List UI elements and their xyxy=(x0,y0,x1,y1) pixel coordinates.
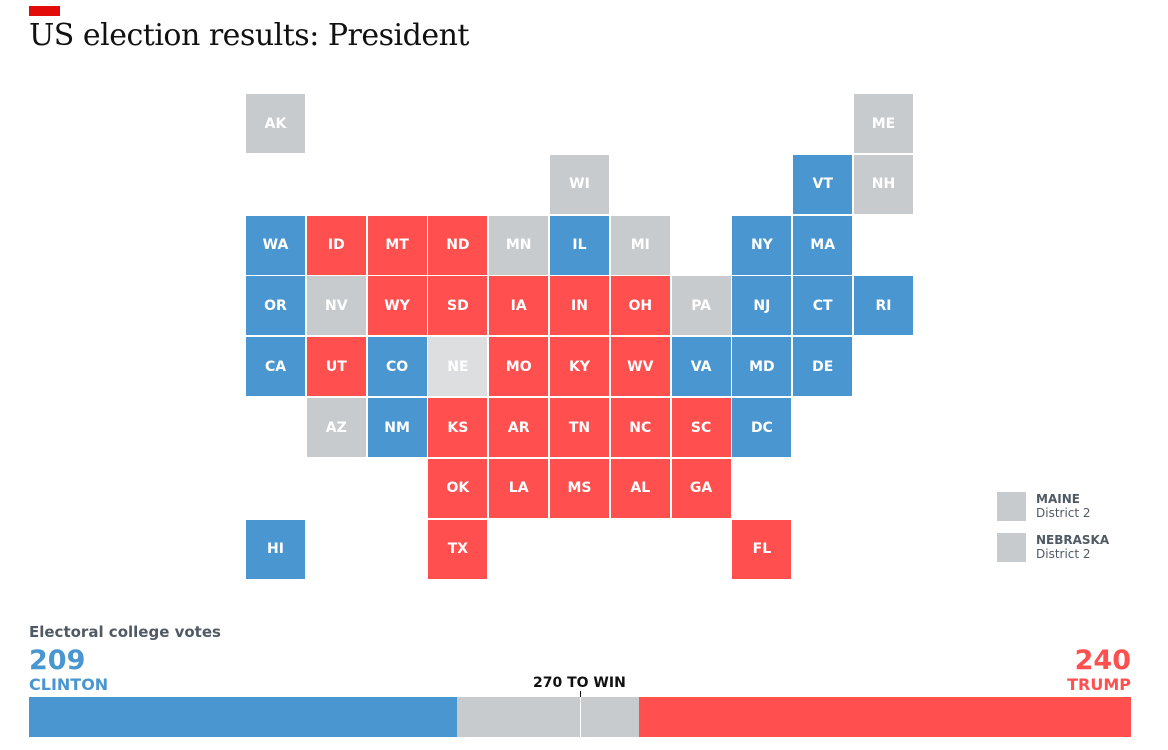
state-tile-ak[interactable]: AK xyxy=(246,94,305,153)
win-threshold-tick xyxy=(580,691,581,697)
trump-votes: 240 xyxy=(1074,645,1131,676)
state-tile-ms[interactable]: MS xyxy=(550,458,609,518)
state-tile-sc[interactable]: SC xyxy=(671,398,731,457)
state-tile-nd[interactable]: ND xyxy=(428,215,488,275)
state-tile-in[interactable]: IN xyxy=(550,276,609,336)
state-tile-mn[interactable]: MN xyxy=(489,215,549,275)
electoral-votes-bar xyxy=(29,697,1131,737)
clinton-votes: 209 xyxy=(29,645,86,676)
state-tile-nh[interactable]: NH xyxy=(854,154,913,214)
state-tile-mo[interactable]: MO xyxy=(489,337,549,397)
state-tile-ks[interactable]: KS xyxy=(428,398,488,457)
state-tile-al[interactable]: AL xyxy=(610,458,670,518)
state-tile-nm[interactable]: NM xyxy=(367,398,427,457)
state-tile-dc[interactable]: DC xyxy=(732,398,792,457)
state-tile-va[interactable]: VA xyxy=(671,337,731,397)
state-tile-ny[interactable]: NY xyxy=(732,215,792,275)
state-tile-co[interactable]: CO xyxy=(367,337,427,397)
state-tile-nj[interactable]: NJ xyxy=(732,276,792,336)
state-tile-il[interactable]: IL xyxy=(550,215,609,275)
state-tile-ok[interactable]: OK xyxy=(428,458,488,518)
state-tile-ma[interactable]: MA xyxy=(793,215,853,275)
state-tile-pa[interactable]: PA xyxy=(671,276,731,336)
brand-accent-bar xyxy=(29,6,60,16)
page-title: US election results: President xyxy=(29,18,469,53)
win-threshold-marker xyxy=(580,691,581,737)
state-tile-wi[interactable]: WI xyxy=(550,154,609,214)
state-tile-ca[interactable]: CA xyxy=(246,337,305,397)
state-tile-wa[interactable]: WA xyxy=(246,215,305,275)
trump-name: TRUMP xyxy=(1067,675,1131,694)
state-tile-ky[interactable]: KY xyxy=(550,337,609,397)
legend-name: NEBRASKA xyxy=(1036,533,1110,547)
state-tile-ga[interactable]: GA xyxy=(671,458,731,518)
state-tile-mt[interactable]: MT xyxy=(367,215,427,275)
state-tile-de[interactable]: DE xyxy=(793,337,853,397)
state-tile-ia[interactable]: IA xyxy=(489,276,549,336)
electoral-votes-label: Electoral college votes xyxy=(29,623,221,641)
state-tile-hi[interactable]: HI xyxy=(246,519,305,579)
state-tile-ne[interactable]: NE xyxy=(428,337,488,397)
state-tile-la[interactable]: LA xyxy=(489,458,549,518)
legend-maine-district-2: MAINE District 2 xyxy=(997,492,1091,521)
clinton-bar-segment xyxy=(29,697,458,737)
state-tile-fl[interactable]: FL xyxy=(732,519,792,579)
state-tile-nv[interactable]: NV xyxy=(306,276,366,336)
state-tile-nc[interactable]: NC xyxy=(610,398,670,457)
state-tile-sd[interactable]: SD xyxy=(428,276,488,336)
state-tile-me[interactable]: ME xyxy=(854,94,913,153)
state-tile-wv[interactable]: WV xyxy=(610,337,670,397)
state-tile-az[interactable]: AZ xyxy=(306,398,366,457)
legend-swatch xyxy=(997,492,1026,521)
state-tile-ri[interactable]: RI xyxy=(854,276,913,336)
legend-name: MAINE xyxy=(1036,492,1080,506)
trump-bar-segment xyxy=(639,697,1131,737)
state-tile-tx[interactable]: TX xyxy=(428,519,488,579)
state-tile-oh[interactable]: OH xyxy=(610,276,670,336)
state-tile-vt[interactable]: VT xyxy=(793,154,853,214)
state-tile-mi[interactable]: MI xyxy=(610,215,670,275)
state-tile-md[interactable]: MD xyxy=(732,337,792,397)
legend-swatch xyxy=(997,533,1026,562)
state-tile-wy[interactable]: WY xyxy=(367,276,427,336)
to-win-label: 270 TO WIN xyxy=(533,675,626,691)
legend-sub: District 2 xyxy=(1036,547,1091,561)
state-tile-ar[interactable]: AR xyxy=(489,398,549,457)
undecided-bar-segment xyxy=(457,697,640,737)
clinton-name: CLINTON xyxy=(29,675,109,694)
state-tile-or[interactable]: OR xyxy=(246,276,305,336)
state-tile-ct[interactable]: CT xyxy=(793,276,853,336)
legend-nebraska-district-2: NEBRASKA District 2 xyxy=(997,533,1109,562)
state-tile-ut[interactable]: UT xyxy=(306,337,366,397)
legend-sub: District 2 xyxy=(1036,506,1091,520)
state-tile-id[interactable]: ID xyxy=(306,215,366,275)
state-tile-tn[interactable]: TN xyxy=(550,398,609,457)
